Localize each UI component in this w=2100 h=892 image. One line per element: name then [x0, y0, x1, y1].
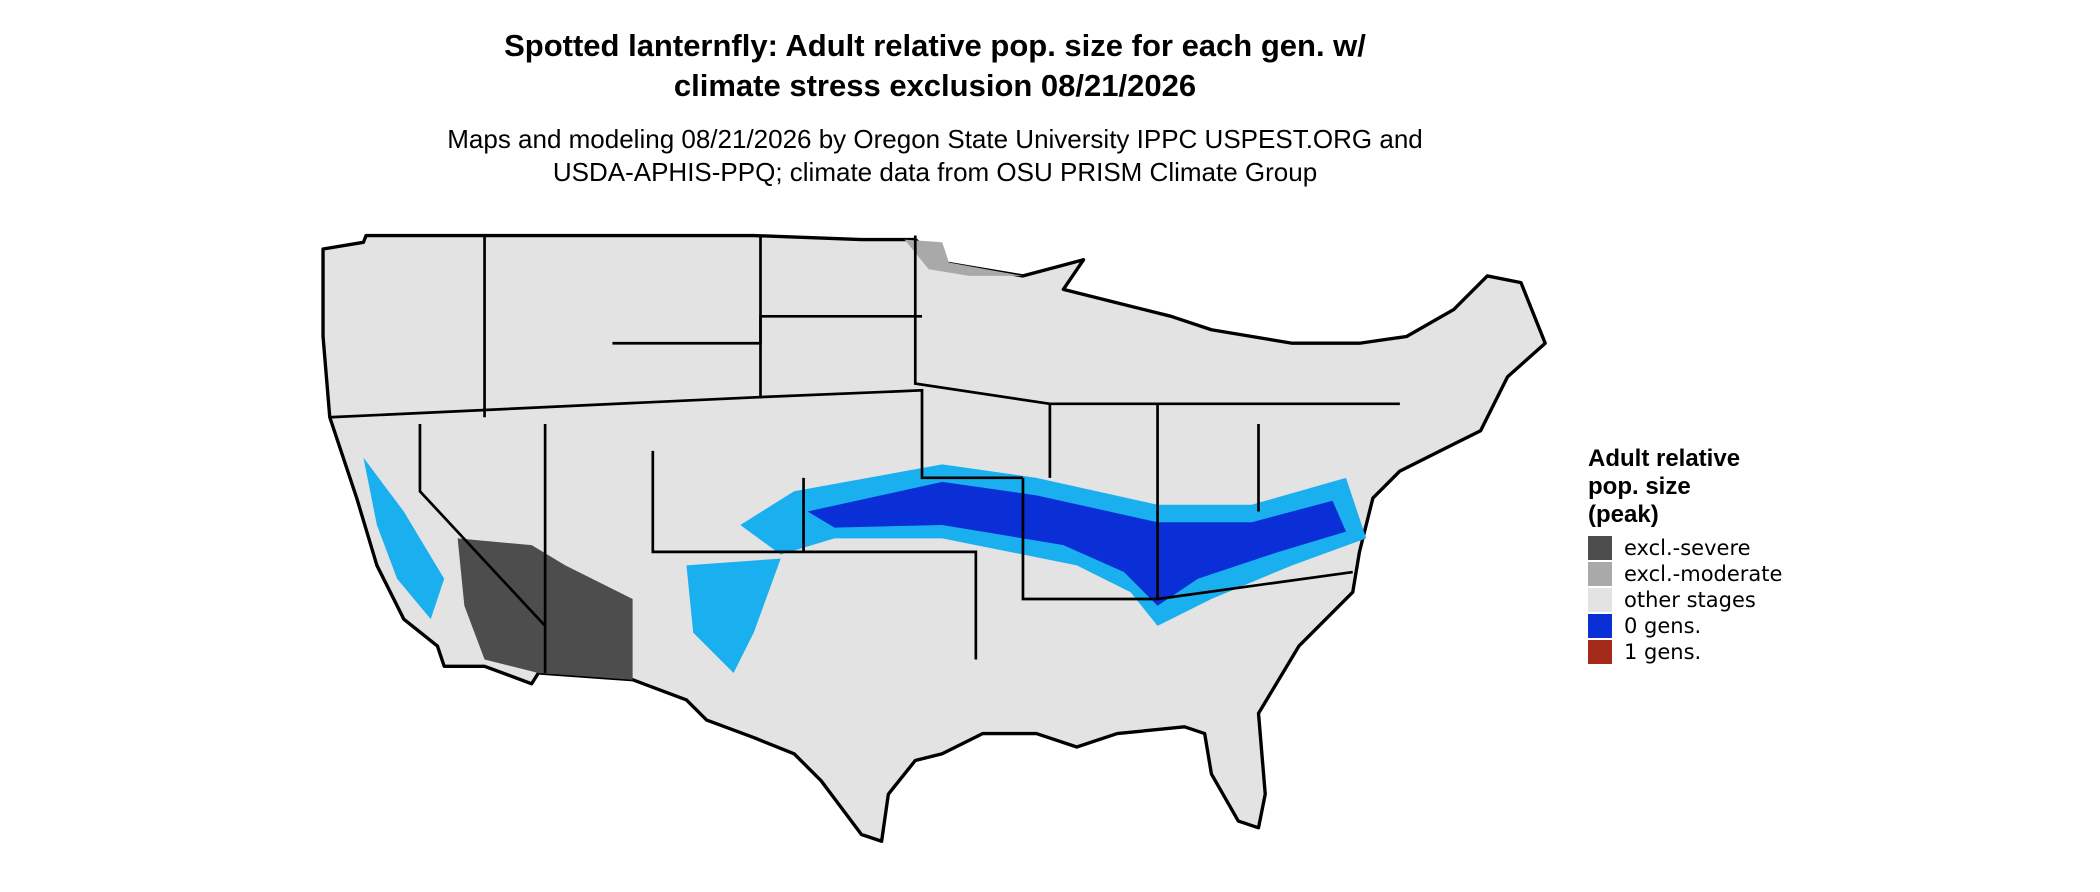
legend-swatch	[1588, 536, 1612, 560]
zero-gens-area	[807, 481, 1346, 606]
zero-gens-area	[686, 558, 781, 673]
legend-title: (peak)	[1588, 501, 1659, 528]
legend-swatch	[1588, 562, 1612, 586]
legend-label: excl.-moderate	[1624, 562, 1782, 586]
subtitle: USDA-APHIS-PPQ; climate data from OSU PR…	[553, 157, 1317, 187]
state-lines	[329, 235, 1400, 673]
zero-gens-area	[363, 457, 445, 620]
map	[321, 233, 1547, 843]
legend-title: pop. size	[1588, 473, 1691, 500]
legend-label: other stages	[1624, 588, 1756, 612]
title: Spotted lanternfly: Adult relative pop. …	[504, 28, 1366, 63]
legend-swatch	[1588, 640, 1612, 664]
title: climate stress exclusion 08/21/2026	[674, 68, 1196, 103]
subtitle: Maps and modeling 08/21/2026 by Oregon S…	[447, 124, 1423, 154]
excl-moderate-area	[904, 239, 1023, 276]
legend-swatch	[1588, 614, 1612, 638]
legend-label: 1 gens.	[1624, 640, 1701, 664]
legend-label: 0 gens.	[1624, 614, 1701, 638]
legend-label: excl.-severe	[1624, 536, 1751, 560]
legend-title: Adult relative	[1588, 445, 1740, 472]
legend-swatch	[1588, 588, 1612, 612]
